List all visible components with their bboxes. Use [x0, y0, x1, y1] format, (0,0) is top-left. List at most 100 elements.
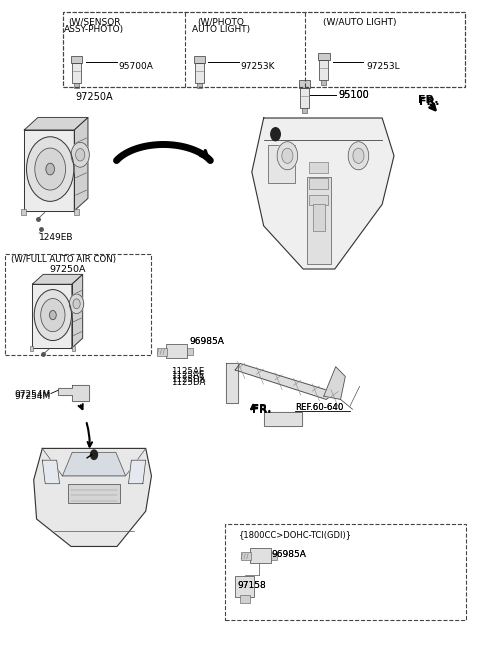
Circle shape — [71, 142, 89, 167]
Bar — [318, 53, 330, 60]
Circle shape — [348, 141, 369, 170]
Polygon shape — [324, 367, 345, 400]
Text: FR.: FR. — [252, 403, 271, 413]
Text: 1125AE: 1125AE — [170, 367, 204, 377]
Bar — [310, 178, 328, 189]
Bar — [235, 576, 254, 597]
Bar — [71, 56, 82, 63]
Bar — [299, 81, 311, 88]
Polygon shape — [62, 453, 126, 476]
Bar — [63, 12, 465, 87]
Text: ASSY-PHOTO): ASSY-PHOTO) — [64, 25, 124, 34]
Bar — [5, 253, 152, 355]
Polygon shape — [235, 364, 336, 400]
Polygon shape — [24, 130, 74, 211]
Polygon shape — [129, 460, 146, 483]
Text: 1125DA: 1125DA — [170, 379, 205, 388]
Circle shape — [282, 148, 293, 163]
Circle shape — [353, 148, 364, 163]
Polygon shape — [74, 117, 88, 211]
Text: 96985A: 96985A — [190, 337, 225, 346]
Circle shape — [49, 310, 56, 320]
Text: REF.60-640: REF.60-640 — [295, 403, 343, 412]
Circle shape — [41, 299, 65, 331]
Text: 95100: 95100 — [338, 90, 369, 100]
Bar — [241, 552, 251, 560]
Bar — [310, 195, 328, 206]
Polygon shape — [252, 118, 394, 269]
Text: {1800CC>DOHC-TCI(GDI)}: {1800CC>DOHC-TCI(GDI)} — [239, 530, 352, 539]
Text: 97253K: 97253K — [240, 62, 275, 71]
Bar — [157, 348, 167, 356]
Text: (W/PHOTO: (W/PHOTO — [197, 18, 244, 27]
Text: 1125DA: 1125DA — [170, 375, 205, 384]
Circle shape — [35, 148, 66, 190]
Text: FR.: FR. — [420, 97, 440, 107]
Bar — [74, 83, 79, 88]
Polygon shape — [33, 274, 83, 284]
Circle shape — [34, 290, 72, 341]
Text: 97158: 97158 — [238, 580, 266, 590]
Circle shape — [277, 141, 298, 170]
Bar — [319, 60, 328, 81]
Text: 96985A: 96985A — [190, 337, 225, 346]
Bar — [166, 344, 187, 358]
Text: 97158: 97158 — [238, 581, 266, 590]
Polygon shape — [33, 338, 83, 348]
Polygon shape — [24, 117, 88, 130]
Bar — [302, 107, 307, 113]
Text: 97250A: 97250A — [49, 265, 86, 274]
Polygon shape — [72, 274, 83, 348]
Bar — [250, 548, 271, 563]
Bar — [194, 63, 204, 83]
Circle shape — [26, 137, 74, 201]
Text: 96985A: 96985A — [271, 550, 306, 559]
Text: FR.: FR. — [252, 405, 271, 415]
Circle shape — [73, 299, 80, 309]
Bar — [307, 178, 331, 263]
Bar — [21, 209, 25, 215]
Circle shape — [271, 128, 280, 141]
Text: 1249EB: 1249EB — [38, 233, 73, 242]
Text: 1125AE: 1125AE — [170, 371, 204, 380]
Polygon shape — [58, 385, 89, 402]
Text: 96985A: 96985A — [271, 550, 306, 559]
Polygon shape — [33, 284, 72, 348]
Circle shape — [91, 450, 97, 459]
Text: 97254M: 97254M — [14, 390, 50, 400]
Text: 97254M: 97254M — [14, 392, 50, 401]
Circle shape — [76, 149, 85, 161]
Bar — [271, 553, 277, 559]
Polygon shape — [42, 460, 60, 483]
Bar — [187, 348, 193, 355]
Text: (W/SENSOR: (W/SENSOR — [68, 18, 120, 27]
Bar — [197, 83, 202, 88]
Bar — [72, 63, 81, 83]
Text: 95700A: 95700A — [118, 62, 153, 71]
Text: (W/FULL AUTO AIR CON): (W/FULL AUTO AIR CON) — [11, 255, 116, 264]
Text: REF.60-640: REF.60-640 — [295, 403, 343, 412]
Bar — [312, 204, 325, 231]
Bar — [63, 12, 465, 87]
Bar — [30, 346, 34, 351]
Bar — [72, 346, 75, 351]
Bar — [310, 162, 328, 173]
Bar — [193, 56, 205, 63]
Text: 97253L: 97253L — [367, 62, 400, 71]
Circle shape — [46, 163, 54, 175]
Circle shape — [70, 294, 84, 314]
Polygon shape — [264, 413, 302, 426]
Text: AUTO LIGHT): AUTO LIGHT) — [192, 25, 250, 34]
Bar — [268, 145, 295, 183]
Bar — [300, 88, 309, 107]
Polygon shape — [24, 198, 88, 211]
Bar — [225, 523, 467, 620]
Text: FR.: FR. — [418, 95, 439, 105]
Bar — [68, 483, 120, 503]
Polygon shape — [34, 449, 152, 546]
Text: 97250A: 97250A — [75, 92, 112, 102]
Bar — [240, 595, 250, 603]
Polygon shape — [226, 364, 238, 403]
Bar — [321, 81, 326, 85]
Text: (W/AUTO LIGHT): (W/AUTO LIGHT) — [323, 18, 396, 27]
